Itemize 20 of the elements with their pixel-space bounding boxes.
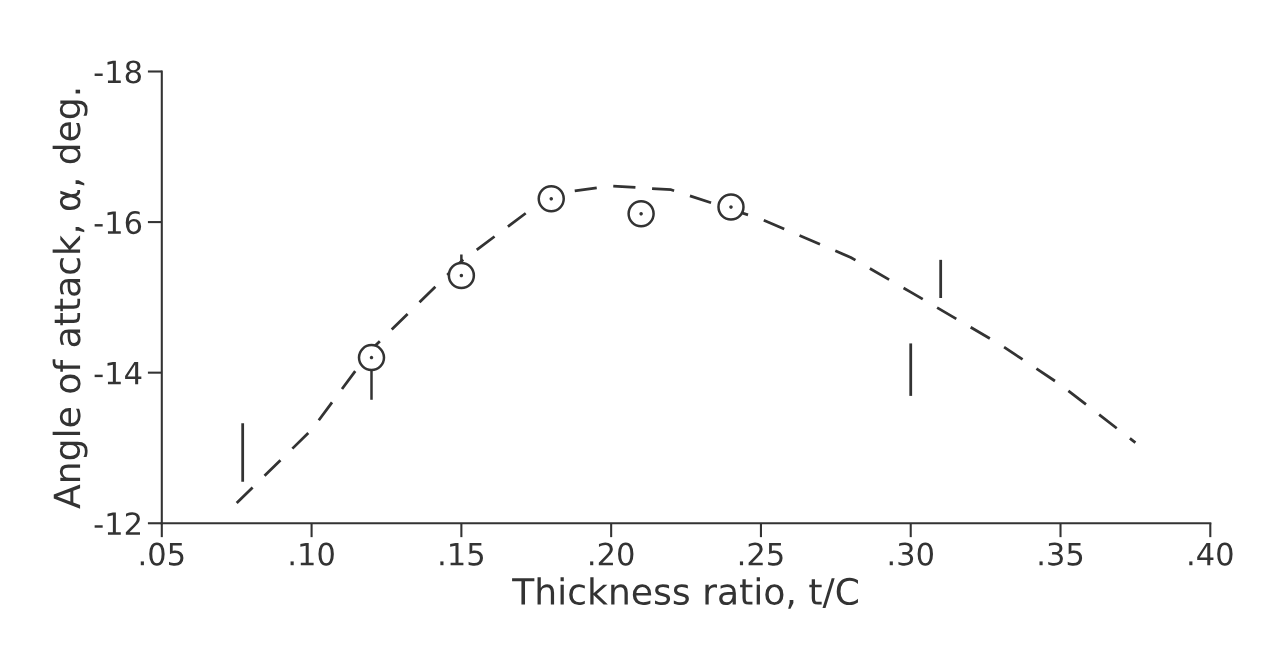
y-tick-label: -16: [94, 211, 142, 235]
x-tick-label: .15: [440, 542, 483, 566]
y-tick-label: -18: [94, 60, 141, 84]
point: [447, 261, 476, 290]
point: [357, 343, 386, 372]
y-tick-label: -12: [94, 512, 140, 535]
x-tick-label: .40: [1189, 542, 1233, 566]
line-series: [235, 184, 1137, 505]
point: [537, 184, 565, 213]
x-tick-label: .20: [590, 542, 634, 566]
x-tick-label: .05: [140, 542, 184, 566]
point: [717, 193, 745, 221]
x-axis-title: Thickness ratio, t/C: [512, 577, 858, 609]
x-tick-label: .25: [739, 542, 783, 566]
x-tick-label: .10: [290, 542, 334, 566]
point: [627, 200, 655, 228]
y-axis-title: Angle of attack, α, deg.: [52, 89, 88, 509]
x-tick-label: .35: [1039, 542, 1083, 566]
y-tick-label: -14: [94, 362, 142, 385]
x-tick-label: .30: [889, 542, 933, 566]
